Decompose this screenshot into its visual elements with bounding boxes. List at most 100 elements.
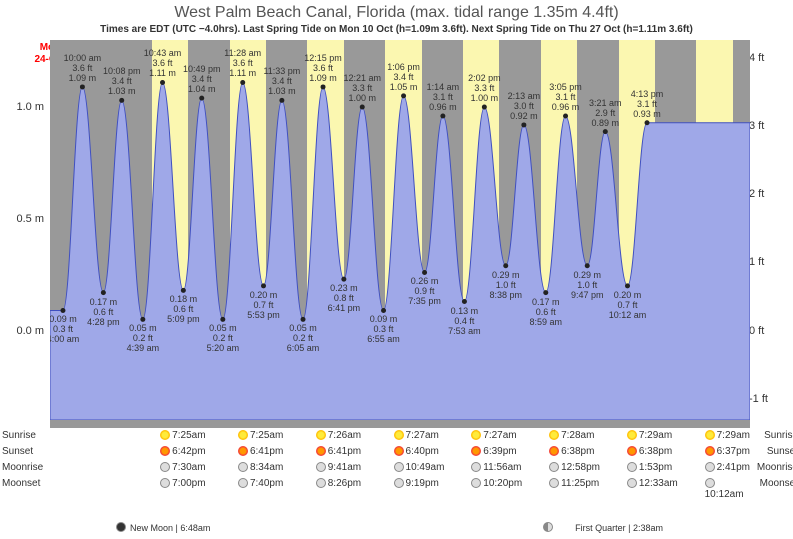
y-tick-left: 0.0 m (0, 325, 44, 337)
new-moon-note: New Moon | 6:48am (130, 523, 210, 533)
chart-title: West Palm Beach Canal, Florida (max. tid… (0, 4, 793, 22)
low-tide-label: 0.17 m0.6 ft4:28 pm (78, 297, 128, 327)
sunset-label-right: Sunset (767, 446, 793, 457)
sunrise-time: 7:28am (549, 430, 594, 441)
low-tide-label: 0.05 m0.2 ft6:05 am (278, 323, 328, 353)
y-tick-left: 0.5 m (0, 213, 44, 225)
moonset-time: 10:20pm (471, 478, 522, 489)
sunrise-icon (160, 430, 170, 440)
sunset-time: 6:41pm (316, 446, 361, 457)
tide-marker (440, 114, 445, 119)
tide-marker (140, 317, 145, 322)
plot-area: 0.09 m0.3 ft4:00 am10:00 am3.6 ft1.09 m0… (50, 40, 750, 420)
sunrise-row: SunriseSunrise7:25am7:25am7:26am7:27am7:… (50, 430, 750, 444)
sunrise-icon (238, 430, 248, 440)
sunset-row: SunsetSunset6:42pm6:41pm6:41pm6:40pm6:39… (50, 446, 750, 460)
low-tide-label: 0.17 m0.6 ft8:59 am (521, 297, 571, 327)
tide-area-path (50, 83, 750, 421)
moonset-time: 12:33am (627, 478, 678, 489)
sunrise-time: 7:29am (627, 430, 672, 441)
sunrise-time: 7:29am (705, 430, 750, 441)
moonrise-time: 10:49am (394, 462, 445, 473)
sunrise-label-left: Sunrise (2, 430, 36, 441)
moonset-time: 9:19pm (394, 478, 439, 489)
moonrise-time: 8:34am (238, 462, 283, 473)
low-tide-label: 0.29 m1.0 ft8:38 pm (481, 270, 531, 300)
moonset-label-left: Moonset (2, 478, 40, 489)
moonset-icon (394, 478, 404, 488)
sunset-time: 6:40pm (394, 446, 439, 457)
moonset-icon (160, 478, 170, 488)
chart-subtitle: Times are EDT (UTC −4.0hrs). Last Spring… (0, 24, 793, 35)
low-tide-label: 0.09 m0.3 ft6:55 am (359, 314, 409, 344)
low-tide-label: 0.05 m0.2 ft5:20 am (198, 323, 248, 353)
y-tick-right: 4 ft (749, 52, 793, 64)
moonrise-icon (549, 462, 559, 472)
moonset-time: 7:40pm (238, 478, 283, 489)
sunset-time: 6:42pm (160, 446, 205, 457)
low-tide-label: 0.23 m0.8 ft6:41 pm (319, 283, 369, 313)
tide-marker (603, 129, 608, 134)
moonrise-icon (160, 462, 170, 472)
low-tide-label: 0.18 m0.6 ft5:09 pm (158, 294, 208, 324)
tide-marker (80, 84, 85, 89)
moonrise-icon (238, 462, 248, 472)
sunrise-time: 7:27am (394, 430, 439, 441)
sunset-time: 6:37pm (705, 446, 750, 457)
sunset-label-left: Sunset (2, 446, 33, 457)
low-tide-label: 0.05 m0.2 ft4:39 am (118, 323, 168, 353)
moonrise-row: MoonriseMoonrise7:30am8:34am9:41am10:49a… (50, 462, 750, 476)
moonrise-time: 1:53pm (627, 462, 672, 473)
y-tick-right: 3 ft (749, 120, 793, 132)
sunrise-time: 7:26am (316, 430, 361, 441)
moonrise-time: 9:41am (316, 462, 361, 473)
sunrise-icon (316, 430, 326, 440)
tide-marker (181, 288, 186, 293)
sunset-time: 6:38pm (549, 446, 594, 457)
tide-marker (422, 270, 427, 275)
tide-chart-container: West Palm Beach Canal, Florida (max. tid… (0, 0, 793, 539)
moonset-icon (316, 478, 326, 488)
low-tide-label: 0.20 m0.7 ft10:12 am (603, 290, 653, 320)
sunset-icon (394, 446, 404, 456)
tide-marker (261, 283, 266, 288)
tide-marker (563, 114, 568, 119)
sunset-icon (238, 446, 248, 456)
tide-marker (360, 105, 365, 110)
low-tide-label: 0.26 m0.9 ft7:35 pm (400, 276, 450, 306)
moonset-time: 7:00pm (160, 478, 205, 489)
low-tide-label: 0.20 m0.7 ft5:53 pm (239, 290, 289, 320)
tide-marker (503, 263, 508, 268)
sunrise-time: 7:25am (238, 430, 283, 441)
moonrise-icon (471, 462, 481, 472)
tide-marker (301, 317, 306, 322)
low-tide-label: 0.13 m0.4 ft7:53 am (439, 306, 489, 336)
sunrise-icon (549, 430, 559, 440)
moonset-time: 8:26pm (316, 478, 361, 489)
sunset-icon (627, 446, 637, 456)
tide-marker (240, 80, 245, 85)
sunset-time: 6:41pm (238, 446, 283, 457)
sunset-icon (705, 446, 715, 456)
sunset-time: 6:39pm (471, 446, 516, 457)
y-tick-right: 0 ft (749, 325, 793, 337)
y-tick-right: 2 ft (749, 188, 793, 200)
sunrise-label-right: Sunrise (764, 430, 793, 441)
moonset-time: 11:25pm (549, 478, 599, 489)
moonset-icon (627, 478, 637, 488)
tide-marker (220, 317, 225, 322)
sunrise-icon (471, 430, 481, 440)
tide-marker (401, 93, 406, 98)
y-tick-right: 1 ft (749, 256, 793, 268)
moonrise-label-left: Moonrise (2, 462, 43, 473)
sunset-time: 6:38pm (627, 446, 672, 457)
moonrise-icon (394, 462, 404, 472)
sunset-icon (549, 446, 559, 456)
moonrise-icon (705, 462, 715, 472)
tide-marker (341, 277, 346, 282)
moonset-time: 10:12am (705, 478, 750, 500)
high-tide-label: 4:13 pm3.1 ft0.93 m (622, 89, 672, 119)
moonrise-icon (627, 462, 637, 472)
moonset-label-right: Moonset (760, 478, 793, 489)
sunset-icon (316, 446, 326, 456)
